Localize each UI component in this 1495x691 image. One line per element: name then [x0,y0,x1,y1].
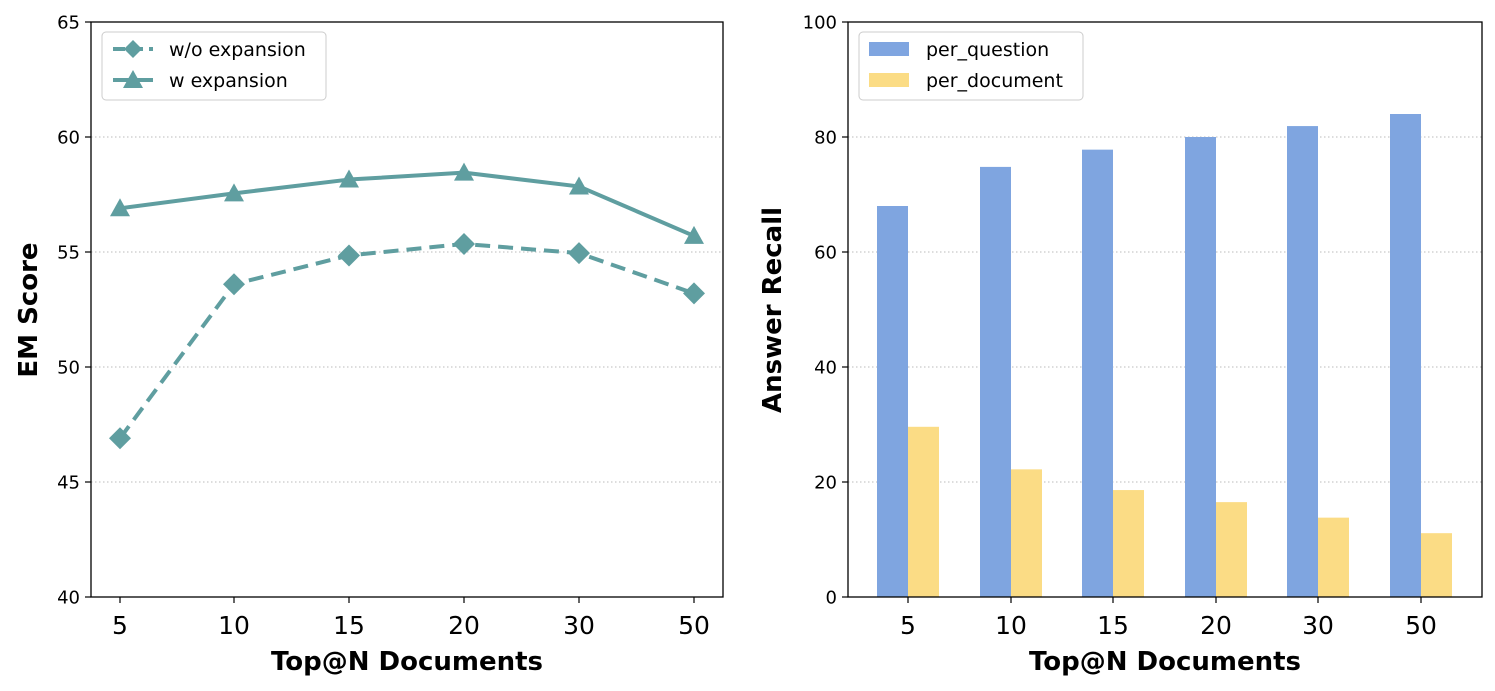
left-plot-frame [90,21,724,598]
right-y-axis-title: Answer Recall [758,207,788,413]
right-legend-box [858,31,1084,101]
left-y-tick-label: 60 [57,128,80,149]
legend-label-wo-expansion: w/o expansion [169,39,306,61]
data-point-triangle [224,183,244,202]
right-y-ticks: 0 20 40 60 80 100 [803,13,848,609]
data-point-diamond [223,273,245,296]
data-point-triangle [569,176,589,195]
left-x-ticks: 5 10 15 20 30 50 [112,597,710,640]
answer-recall-bar-chart: 0 20 40 60 80 100 5 10 15 20 30 50 Top@N Documents… [758,13,1483,677]
left-y-tick-label: 45 [57,473,80,494]
left-y-axis-title: EM Score [14,242,44,377]
right-plot-frame [847,21,1483,598]
bar-per-question [877,206,908,597]
left-y-tick-label: 40 [57,588,80,609]
left-y-tick-label: 65 [57,13,80,34]
right-x-ticks: 5 10 15 20 30 50 [900,597,1437,640]
right-x-axis-title: Top@N Documents [1029,647,1301,677]
left-y-tick-label: 50 [57,358,80,379]
bar-per-document [1113,490,1144,597]
right-x-tick-label: 20 [1200,611,1232,640]
data-point-diamond [568,242,590,265]
bar-per-question [1390,114,1421,597]
left-legend-box [101,31,327,101]
bar-per-document [908,426,939,597]
bar-per-question [980,166,1011,597]
data-point-diamond [453,232,475,255]
right-bars-group [877,114,1452,597]
legend-swatch-per-document [869,73,909,87]
right-gridlines [848,136,1482,483]
right-legend: per_question per_document [858,31,1084,101]
triangle-marker-icon [123,70,143,88]
left-x-tick-label: 50 [678,611,710,640]
bar-per-document [1421,533,1452,597]
bar-per-document [1318,517,1349,597]
right-y-tick-label: 80 [814,128,837,149]
bar-per-document [1216,502,1247,597]
data-point-diamond [683,282,705,305]
left-x-tick-label: 20 [448,611,480,640]
right-y-tick-label: 40 [814,358,837,379]
right-y-tick-label: 100 [803,13,837,34]
right-x-tick-label: 5 [900,611,916,640]
right-x-tick-label: 15 [1097,611,1129,640]
right-x-tick-label: 50 [1405,611,1437,640]
right-y-tick-label: 0 [826,588,837,609]
left-y-tick-label: 55 [57,243,80,264]
series-line-wo-expansion [118,241,695,440]
left-x-tick-label: 5 [112,611,128,640]
data-point-triangle [339,169,359,188]
data-point-triangle [110,198,130,217]
left-x-tick-label: 10 [218,611,250,640]
bar-per-question [1082,149,1113,597]
data-point-diamond [109,427,131,450]
data-point-triangle [684,225,704,244]
data-point-diamond [338,244,360,267]
data-point-triangle [454,162,474,181]
legend-label-w-expansion: w expansion [169,70,288,92]
left-series-group [109,162,705,450]
right-y-tick-label: 20 [814,473,837,494]
bar-per-question [1287,126,1318,597]
legend-swatch-per-question [869,42,909,56]
series-line-w-expansion [119,170,695,238]
left-y-ticks: 40 45 50 55 60 65 [57,13,91,609]
legend-label-per-document: per_document [926,70,1063,92]
legend-label-per-question: per_question [926,39,1049,61]
left-x-axis-title: Top@N Documents [271,647,543,677]
left-gridlines [91,136,723,483]
bar-per-question [1185,137,1216,597]
left-x-tick-label: 15 [333,611,365,640]
right-x-tick-label: 10 [995,611,1027,640]
bar-per-document [1011,469,1042,597]
left-x-tick-label: 30 [563,611,595,640]
right-x-tick-label: 30 [1302,611,1334,640]
em-score-line-chart: 40 45 50 55 60 65 5 10 15 20 30 50 Top@N Documents… [14,13,724,677]
diamond-marker-icon [124,40,142,58]
left-legend: w/o expansion w expansion [101,31,327,101]
right-y-tick-label: 60 [814,243,837,264]
